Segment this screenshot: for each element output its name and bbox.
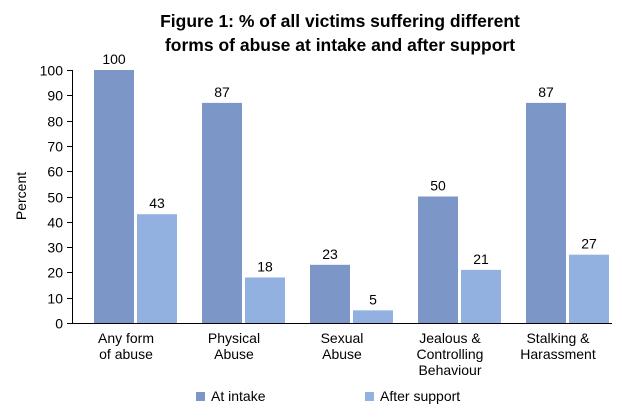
x-category-label: Physical Abuse <box>208 330 260 362</box>
data-label: 5 <box>369 291 377 307</box>
y-tick-label: 10 <box>47 291 63 307</box>
bar-after-support <box>461 269 501 323</box>
x-category-label-line: Jealous & <box>419 330 481 346</box>
x-category-label-line: Sexual <box>321 330 364 346</box>
legend-swatch <box>365 392 374 401</box>
y-tick-label: 80 <box>47 114 63 130</box>
x-category-label-line: Physical <box>208 330 260 346</box>
data-label: 87 <box>214 84 230 100</box>
data-label: 100 <box>102 51 126 67</box>
y-tick-label: 40 <box>47 215 63 231</box>
x-category-label: Stalking & Harassment <box>520 330 596 362</box>
bar-at-intake <box>94 70 134 323</box>
bar-at-intake <box>418 196 458 323</box>
y-tick-label: 20 <box>47 265 63 281</box>
x-category-label-line: Any form <box>98 330 154 346</box>
bar-at-intake <box>202 102 242 323</box>
x-category-label: Any form of abuse <box>98 330 154 362</box>
bar-after-support <box>353 310 393 323</box>
x-category-label-line: Controlling <box>417 346 484 362</box>
x-category-label-line: Abuse <box>322 346 362 362</box>
legend: At intake After support <box>196 388 460 404</box>
bar-after-support <box>245 277 285 323</box>
legend-label: At intake <box>211 388 266 404</box>
x-category-label-line: Abuse <box>214 346 254 362</box>
y-axis-ticks: 0 10 20 30 40 50 60 70 80 90 100 <box>40 63 72 332</box>
chart-title-line-2: forms of abuse at intake and after suppo… <box>165 35 515 55</box>
y-tick-label: 50 <box>47 190 63 206</box>
x-category-label: Sexual Abuse <box>321 330 364 362</box>
bar-after-support <box>569 254 609 323</box>
legend-label: After support <box>380 388 460 404</box>
data-label: 27 <box>581 236 597 252</box>
data-label: 50 <box>430 178 446 194</box>
y-tick-label: 60 <box>47 164 63 180</box>
chart-title-line-1: Figure 1: % of all victims suffering dif… <box>160 11 520 31</box>
data-label: 87 <box>538 84 554 100</box>
x-category-label-line: Stalking & <box>526 330 590 346</box>
data-label: 18 <box>257 258 273 274</box>
bar-after-support <box>137 214 177 323</box>
x-category-label: Jealous & Controlling Behaviour <box>417 330 484 378</box>
x-category-label-line: Behaviour <box>418 362 481 378</box>
legend-swatch <box>196 392 205 401</box>
data-label: 21 <box>473 251 489 267</box>
bars: 100 87 23 50 87 43 18 5 21 27 <box>94 51 609 323</box>
x-category-label-line: of abuse <box>99 346 153 362</box>
data-label: 23 <box>322 246 338 262</box>
x-category-label-line: Harassment <box>520 346 596 362</box>
y-tick-label: 30 <box>47 240 63 256</box>
bar-at-intake <box>310 264 350 323</box>
y-tick-label: 90 <box>47 88 63 104</box>
y-axis-label: Percent <box>13 172 29 220</box>
y-tick-label: 70 <box>47 139 63 155</box>
data-label: 43 <box>149 195 165 211</box>
y-tick-label: 0 <box>55 316 63 332</box>
y-tick-label: 100 <box>40 63 64 79</box>
bar-at-intake <box>526 102 566 323</box>
